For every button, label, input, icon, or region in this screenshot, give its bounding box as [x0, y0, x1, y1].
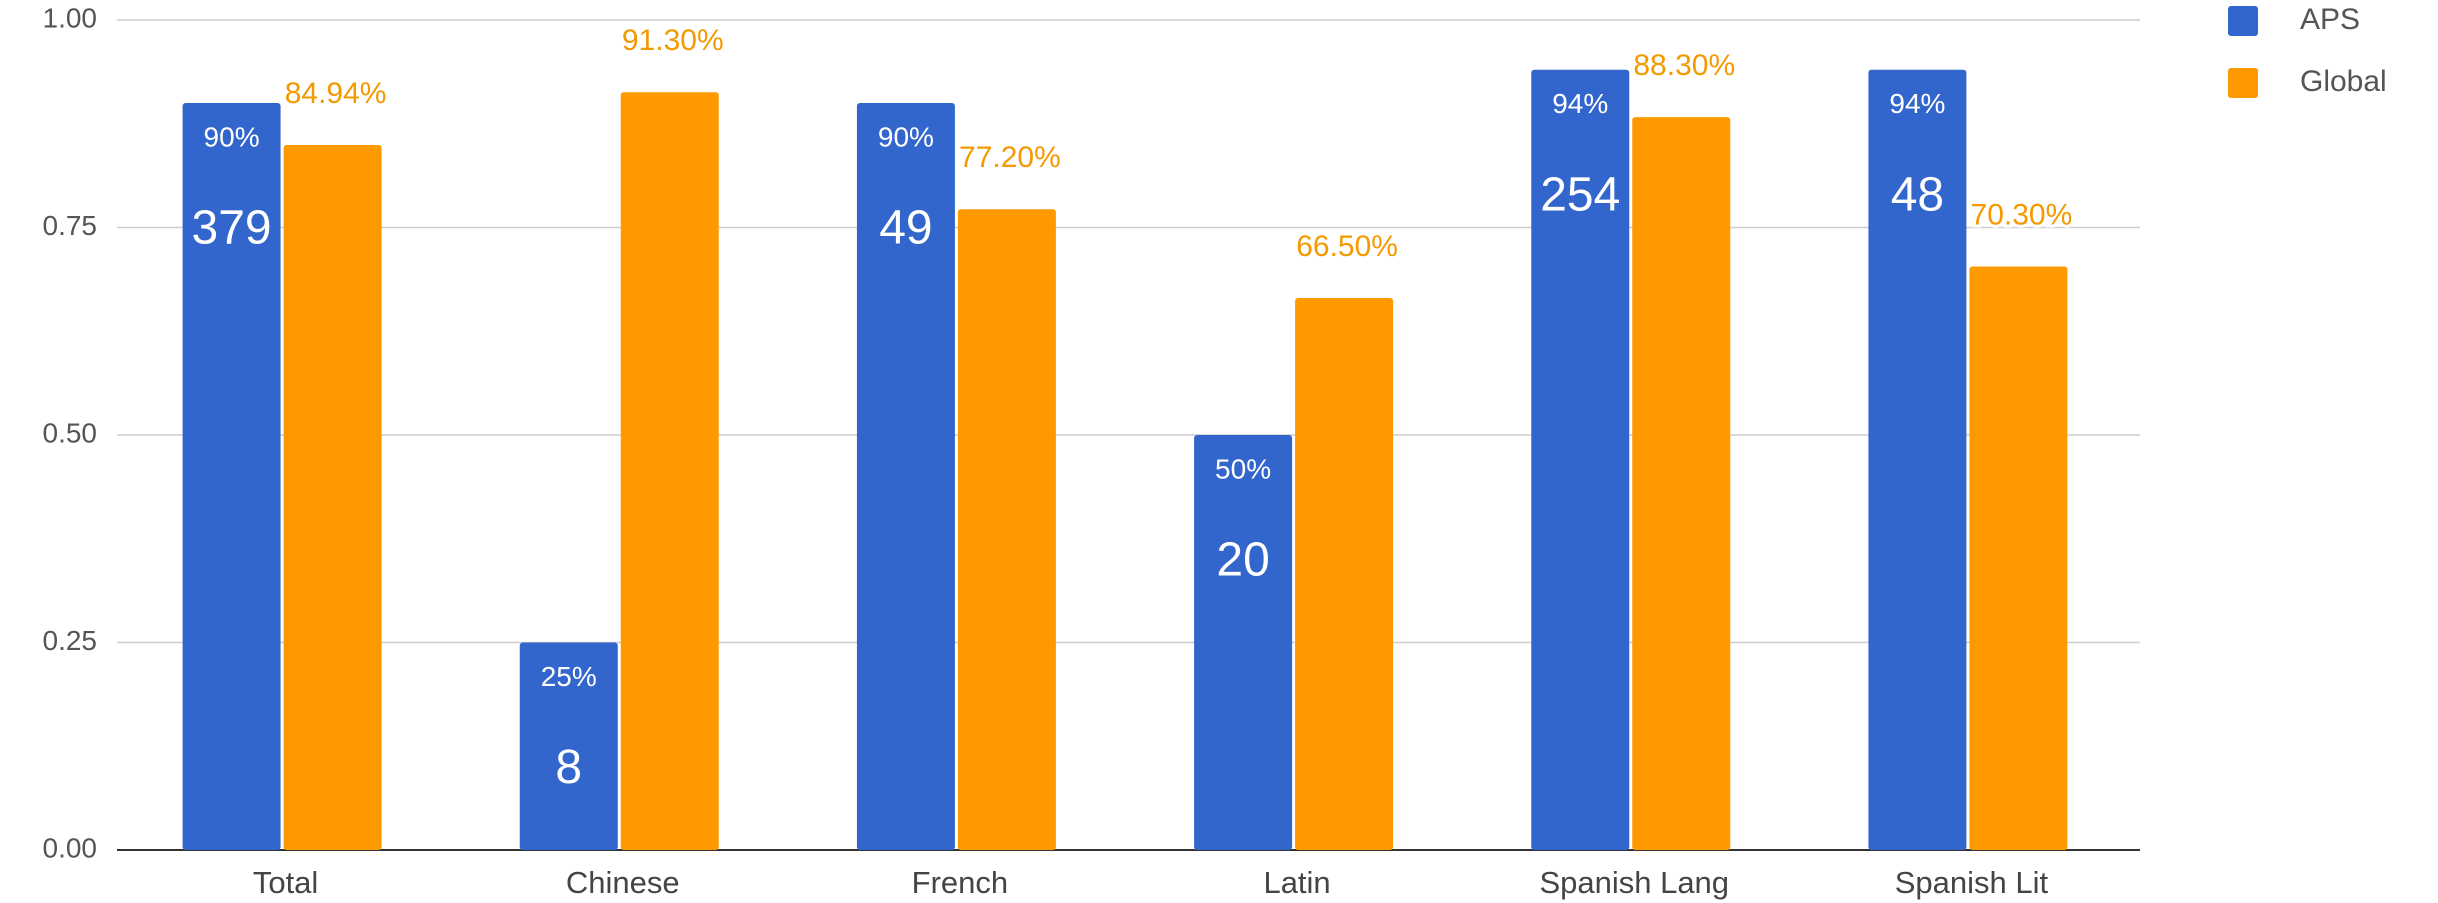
bar [1632, 117, 1731, 851]
value-label: 70.30% [1971, 198, 2073, 231]
bar [620, 92, 719, 850]
bar [1295, 298, 1394, 850]
x-tick-label: Total [253, 865, 318, 900]
bar [519, 642, 618, 850]
x-tick-label: Chinese [566, 865, 680, 900]
legend-label: APS [2300, 3, 2360, 36]
value-label: 88.30% [1633, 49, 1735, 82]
legend-swatch [2228, 6, 2258, 36]
count-label: 379 [192, 202, 272, 255]
value-label: 66.50% [1296, 230, 1398, 263]
count-label: 8 [555, 741, 582, 794]
bar [856, 103, 955, 850]
value-label: 94% [1889, 88, 1945, 119]
bar [1194, 435, 1293, 850]
count-label: 49 [879, 202, 932, 255]
x-tick-label: Spanish Lit [1895, 865, 2049, 900]
bar [182, 103, 281, 850]
value-label: 50% [1215, 453, 1271, 484]
x-tick-label: Latin [1263, 865, 1330, 900]
x-tick-label: Spanish Lang [1539, 865, 1729, 900]
bar [1969, 266, 2068, 850]
value-label: 77.20% [959, 141, 1061, 174]
y-tick-label: 0.75 [43, 210, 98, 241]
y-tick-label: 0.00 [43, 832, 98, 863]
value-label: 94% [1552, 88, 1608, 119]
bar [1531, 69, 1630, 851]
count-label: 254 [1540, 168, 1620, 221]
count-label: 20 [1216, 534, 1269, 587]
bar [1868, 69, 1967, 851]
value-label: 25% [541, 661, 597, 692]
value-label: 91.30% [622, 24, 724, 57]
value-label: 90% [878, 121, 934, 152]
value-label: 90% [204, 121, 260, 152]
legend-swatch [2228, 68, 2258, 98]
count-label: 48 [1891, 168, 1944, 221]
legend-label: Global [2300, 65, 2387, 98]
x-tick-label: French [912, 865, 1008, 900]
value-label: 84.94% [285, 77, 387, 110]
y-tick-label: 1.00 [43, 2, 98, 33]
bar [283, 144, 382, 851]
y-tick-label: 0.50 [43, 417, 98, 448]
y-tick-label: 0.25 [43, 625, 98, 656]
bar [957, 209, 1056, 851]
